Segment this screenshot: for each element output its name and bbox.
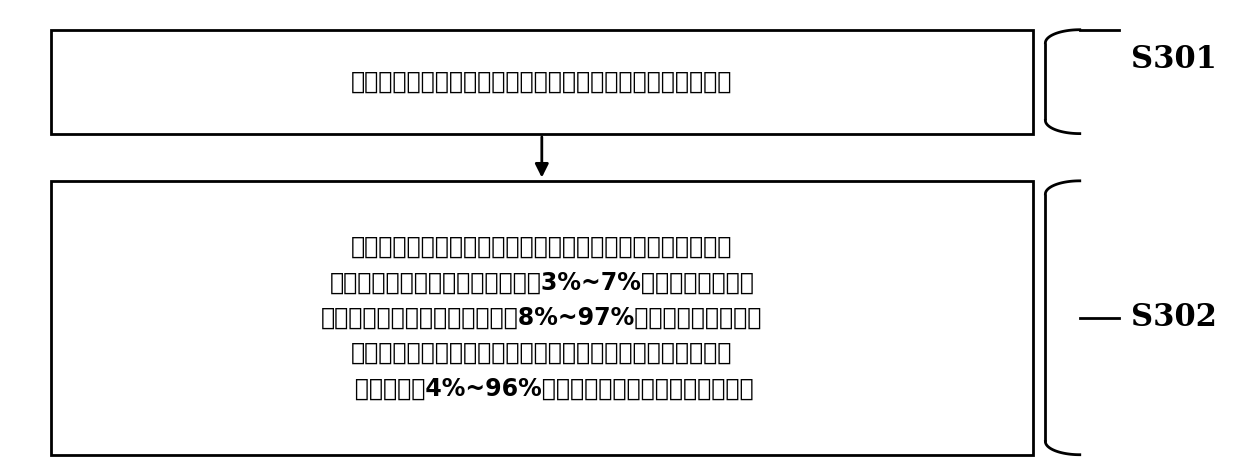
FancyBboxPatch shape bbox=[51, 30, 1033, 133]
Text: S301: S301 bbox=[1131, 44, 1218, 75]
Text: 根据信号占空比分析充电桩的充电模式，其中，若充电桩为欧
洲标准充电协议，且信号占空比在3%~7%之间，则充电模式
为直流充电模式，信号占空比在8%~97%之间，: 根据信号占空比分析充电桩的充电模式，其中，若充电桩为欧 洲标准充电协议，且信号占… bbox=[321, 235, 763, 400]
Text: 接收充电桩信号，充电桩信号至少包含控制信号的信号占空比: 接收充电桩信号，充电桩信号至少包含控制信号的信号占空比 bbox=[351, 70, 733, 94]
Text: S302: S302 bbox=[1131, 302, 1218, 333]
FancyBboxPatch shape bbox=[51, 181, 1033, 455]
